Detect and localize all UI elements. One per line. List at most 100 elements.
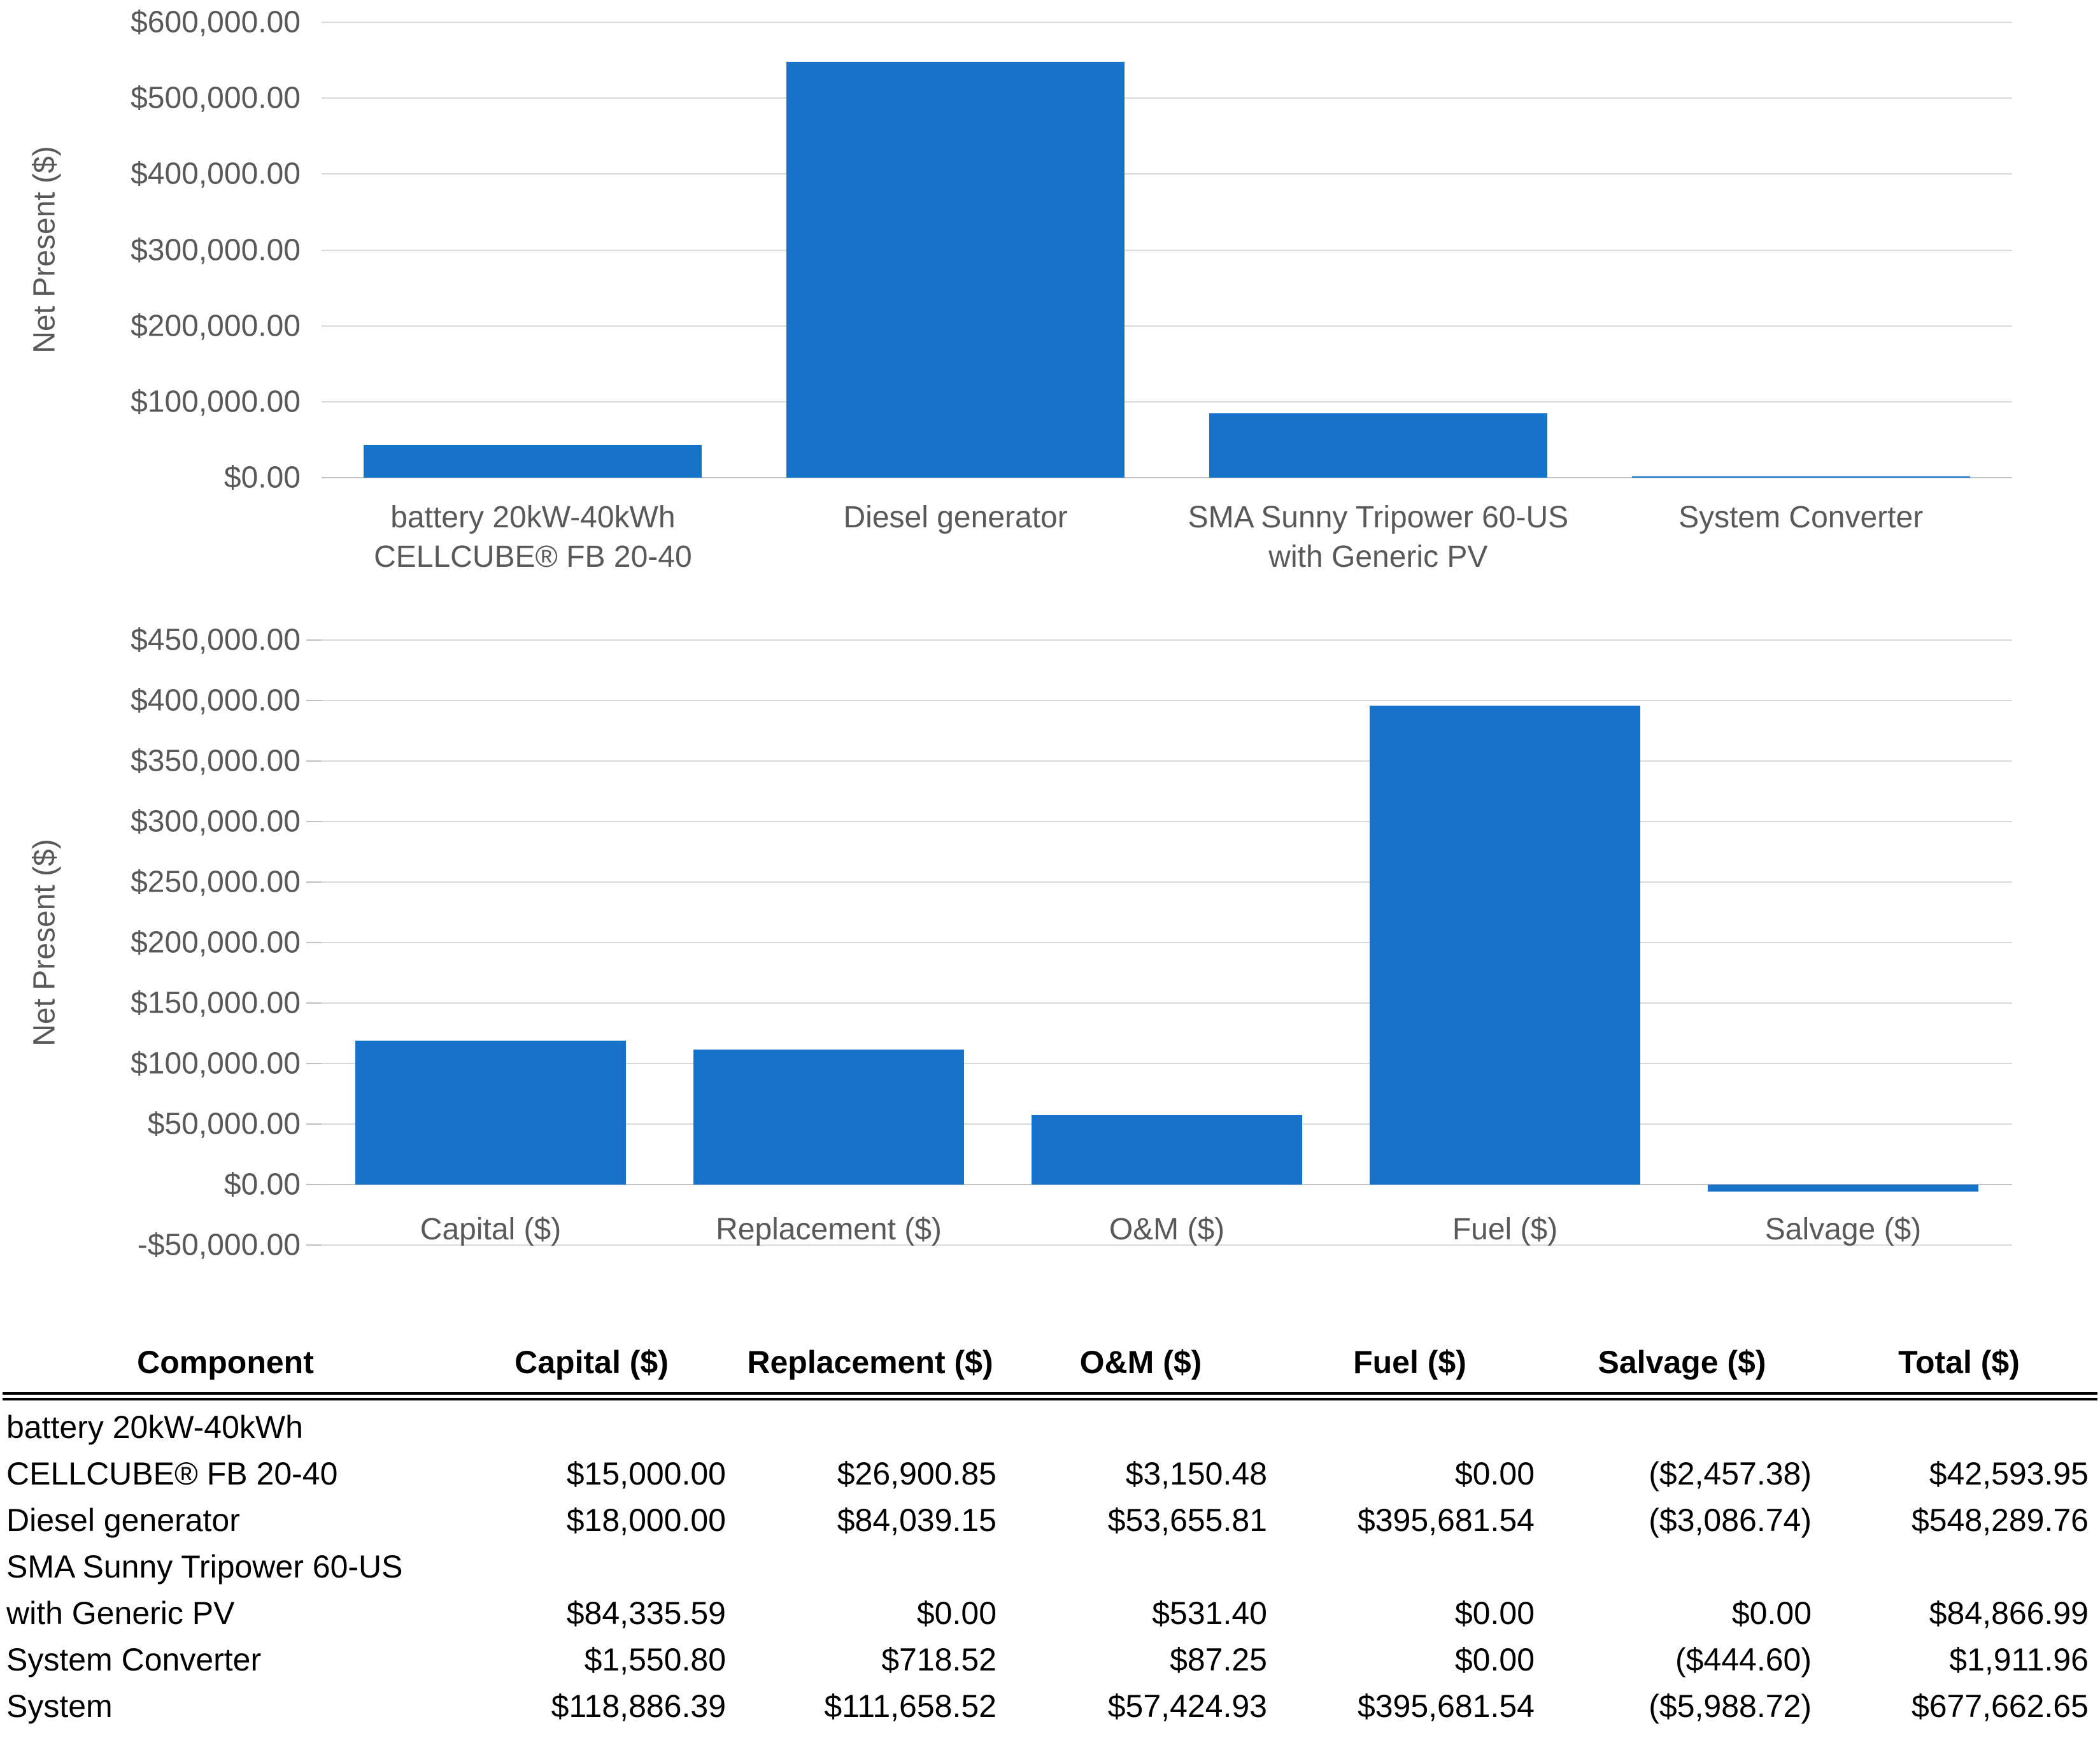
chart2-category-label: Replacement ($) (716, 1213, 942, 1246)
cell-replacement: $84,039.15 (837, 1502, 997, 1538)
category-label-line: CELLCUBE® FB 20-40 (374, 540, 692, 574)
category-slot (1336, 640, 1674, 1245)
tick-mark (306, 700, 322, 701)
cell-fuel: $0.00 (1454, 1456, 1535, 1492)
category-label-line: SMA Sunny Tripower 60-US (1188, 501, 1569, 534)
bar-salvage (1708, 1185, 1978, 1192)
chart1-y-tick-label: $500,000.00 (131, 81, 301, 115)
cell-empty (1543, 1544, 1820, 1590)
cell-empty (448, 1404, 735, 1451)
cell-om: $87.25 (1170, 1642, 1267, 1677)
gridline (322, 1244, 2012, 1246)
chart1-y-tick-label: $100,000.00 (131, 385, 301, 419)
cell-total: $84,866.99 (1929, 1595, 2089, 1631)
chart2-y-axis-labels: $450,000.00 $400,000.00 $350,000.00 $300… (0, 623, 301, 1262)
cell-capital: $18,000.00 (566, 1502, 726, 1538)
column-header-replacement: Replacement ($) (747, 1344, 993, 1380)
bar-system-converter (1631, 476, 1970, 478)
chart2-x-axis-labels: Capital ($) Replacement ($) O&M ($) Fuel… (322, 1210, 2012, 1250)
tick-mark (306, 1123, 322, 1125)
chart2-y-tick-label: -$50,000.00 (137, 1228, 301, 1262)
chart2-y-axis-ticks (306, 639, 2012, 1246)
component-name-line: System Converter (6, 1642, 262, 1677)
category-slot (744, 22, 1167, 478)
column-header-component: Component (137, 1344, 314, 1380)
chart2-y-tick-label: $200,000.00 (131, 925, 301, 960)
chart2-y-tick-label: $400,000.00 (131, 683, 301, 718)
x-axis-line (322, 477, 2012, 478)
cell-fuel: $395,681.54 (1357, 1688, 1535, 1724)
gridline (322, 325, 2012, 327)
column-header-om: O&M ($) (1079, 1344, 1202, 1380)
chart1-y-tick-label: $600,000.00 (131, 5, 301, 39)
category-slot (998, 640, 1336, 1245)
cell-fuel: $0.00 (1454, 1642, 1535, 1677)
chart1-x-axis-labels: battery 20kW-40kWh CELLCUBE® FB 20-40 Di… (322, 498, 2012, 577)
chart2-y-tick-label: $100,000.00 (131, 1046, 301, 1081)
table-header-row: Component Capital ($) Replacement ($) O&… (3, 1331, 2097, 1400)
component-name-line: battery 20kW-40kWh (6, 1409, 303, 1445)
table-row: with Generic PV $84,335.59 $0.00 $531.40… (3, 1590, 2097, 1637)
tick-mark (306, 1244, 322, 1246)
table-body: battery 20kW-40kWh CELLCUBE® FB 20-40 $1… (3, 1400, 2097, 1730)
cell-empty (735, 1544, 1005, 1590)
bar-battery-cellcube (364, 445, 702, 478)
cell-salvage: ($5,988.72) (1649, 1688, 1812, 1724)
gridline (322, 760, 2012, 762)
chart1-category-label: battery 20kW-40kWh CELLCUBE® FB 20-40 (322, 498, 744, 577)
cell-om: $53,655.81 (1107, 1502, 1267, 1538)
chart1-y-tick-label: $0.00 (223, 460, 301, 495)
cell-total: $548,289.76 (1911, 1502, 2089, 1538)
cell-salvage: ($3,086.74) (1649, 1502, 1812, 1538)
column-header-salvage: Salvage ($) (1598, 1344, 1766, 1380)
category-slot (1589, 22, 2012, 478)
gridline (322, 1063, 2012, 1064)
chart-npc-by-cost-type: Net Present ($) $450,000.00 $400,000.00 … (0, 599, 2100, 1331)
column-header-fuel: Fuel ($) (1353, 1344, 1466, 1380)
gridline (322, 942, 2012, 943)
gridline (322, 881, 2012, 883)
cell-om: $531.40 (1152, 1595, 1267, 1631)
category-slot (1167, 22, 1590, 478)
chart1-plot-area (322, 22, 2012, 478)
cell-total: $1,911.96 (1949, 1642, 2089, 1677)
gridline (322, 821, 2012, 822)
cell-om: $57,424.93 (1107, 1688, 1267, 1724)
gridline (322, 401, 2012, 402)
gridline (322, 1002, 2012, 1004)
table-row: Diesel generator $18,000.00 $84,039.15 $… (3, 1497, 2097, 1544)
bar-capital (355, 1041, 626, 1185)
cell-empty (1820, 1544, 2097, 1590)
tick-mark (306, 942, 322, 943)
chart2-plot-area (306, 639, 2012, 1246)
category-slot (660, 640, 998, 1245)
bar-fuel (1370, 706, 1640, 1185)
bar-replacement (693, 1049, 964, 1185)
gridline (322, 700, 2012, 701)
chart2-category-label: Fuel ($) (1452, 1213, 1558, 1246)
table-row: battery 20kW-40kWh (3, 1404, 2097, 1451)
cell-replacement: $111,658.52 (824, 1688, 997, 1724)
tick-mark (306, 1002, 322, 1004)
chart1-y-tick-label: $400,000.00 (131, 157, 301, 191)
component-name-line: Diesel generator (6, 1502, 240, 1538)
table-row: System $118,886.39 $111,658.52 $57,424.9… (3, 1683, 2097, 1730)
cell-empty (1005, 1544, 1276, 1590)
chart1-y-axis-labels: $600,000.00 $500,000.00 $400,000.00 $300… (0, 6, 301, 495)
chart2-category-label: O&M ($) (1109, 1213, 1225, 1246)
cell-empty (1005, 1404, 1276, 1451)
component-name-line: with Generic PV (6, 1595, 235, 1631)
category-label-line: System Converter (1678, 501, 1924, 534)
cell-capital: $84,335.59 (566, 1595, 726, 1631)
cell-total: $42,593.95 (1929, 1456, 2089, 1492)
cell-empty (1820, 1404, 2097, 1451)
gridline (322, 173, 2012, 175)
chart2-y-tick-label: $0.00 (223, 1167, 301, 1202)
chart2-y-tick-label: $300,000.00 (131, 804, 301, 839)
gridline (322, 22, 2012, 23)
table-row: System Converter $1,550.80 $718.52 $87.2… (3, 1637, 2097, 1683)
cell-empty (735, 1404, 1005, 1451)
cell-total: $677,662.65 (1911, 1688, 2089, 1724)
column-header-total: Total ($) (1898, 1344, 2020, 1380)
cell-empty (1276, 1544, 1543, 1590)
